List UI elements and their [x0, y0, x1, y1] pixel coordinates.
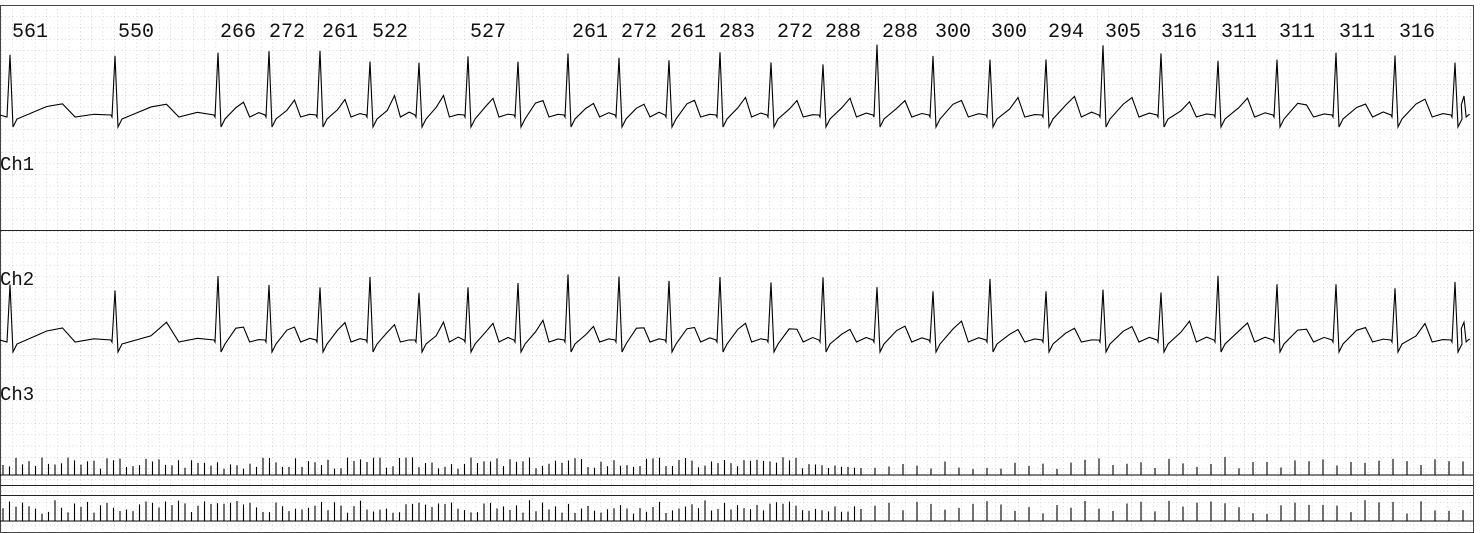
interval-label: 561 — [12, 21, 48, 44]
interval-label: 283 — [719, 21, 755, 44]
interval-label: 305 — [1105, 21, 1141, 44]
interval-label: 527 — [470, 21, 506, 44]
interval-label: 522 — [372, 21, 408, 44]
interval-label: 550 — [118, 21, 154, 44]
interval-label: 261 — [670, 21, 706, 44]
channel-label: Ch2 — [0, 269, 34, 291]
ecg-trace — [0, 44, 1470, 130]
marker-trace — [0, 500, 1473, 522]
interval-label: 272 — [777, 21, 813, 44]
marker-trace — [0, 457, 1473, 476]
interval-label: 311 — [1221, 21, 1257, 44]
interval-label: 272 — [269, 21, 305, 44]
interval-label: 266 — [220, 21, 256, 44]
interval-label: 272 — [621, 21, 657, 44]
interval-label: 294 — [1048, 21, 1084, 44]
interval-label: 311 — [1339, 21, 1375, 44]
interval-label: 300 — [935, 21, 971, 44]
channel-label: Ch3 — [0, 384, 34, 406]
interval-label: 316 — [1161, 21, 1197, 44]
interval-label: 288 — [882, 21, 918, 44]
ecg-trace — [0, 274, 1470, 355]
interval-label: 311 — [1279, 21, 1315, 44]
interval-label: 300 — [991, 21, 1027, 44]
interval-label: 316 — [1399, 21, 1435, 44]
interval-label: 261 — [572, 21, 608, 44]
channel-label: Ch1 — [0, 154, 34, 176]
interval-label: 261 — [322, 21, 358, 44]
interval-label: 288 — [825, 21, 861, 44]
grid — [1, 5, 1473, 533]
